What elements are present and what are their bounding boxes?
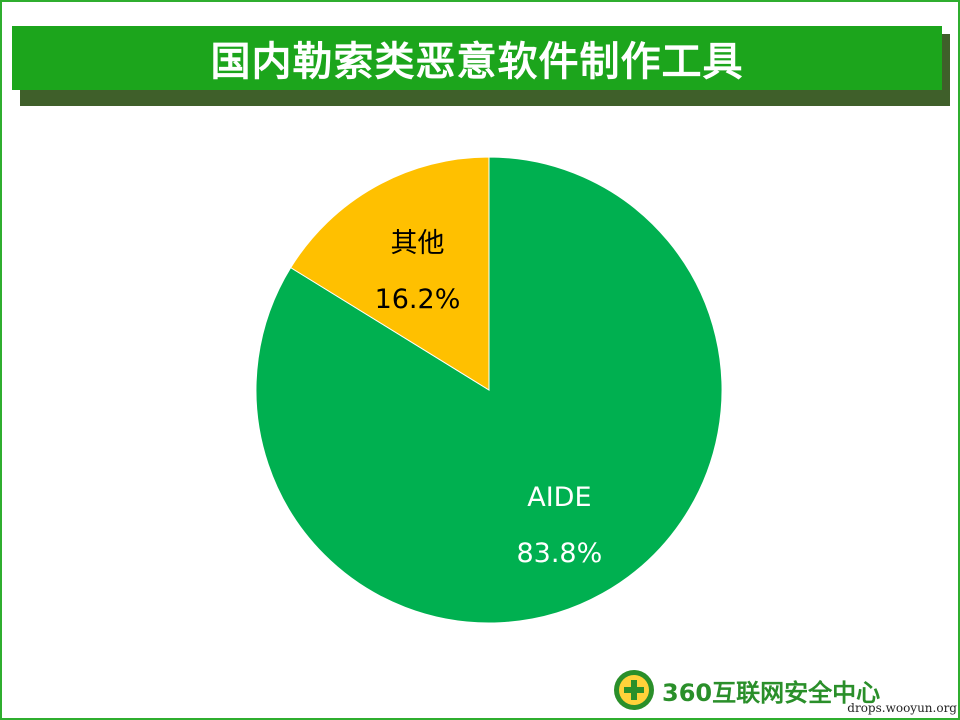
logo-emblem-icon xyxy=(614,670,654,710)
slice-label-1: 其他 xyxy=(390,228,444,259)
logo-text: 360互联网安全中心 xyxy=(662,678,881,707)
slice-label-0: AIDE xyxy=(527,482,591,513)
pie-slice-1 xyxy=(290,156,490,391)
watermark: drops.wooyun.org xyxy=(847,701,957,715)
chart-title: 国内勒索类恶意软件制作工具 xyxy=(210,39,744,85)
title-bar: 国内勒索类恶意软件制作工具 xyxy=(12,26,942,90)
slice-value-label-0: 83.8% xyxy=(516,538,602,569)
slice-value-label-1: 16.2% xyxy=(375,284,461,315)
logo: 360互联网安全中心 xyxy=(612,668,880,712)
